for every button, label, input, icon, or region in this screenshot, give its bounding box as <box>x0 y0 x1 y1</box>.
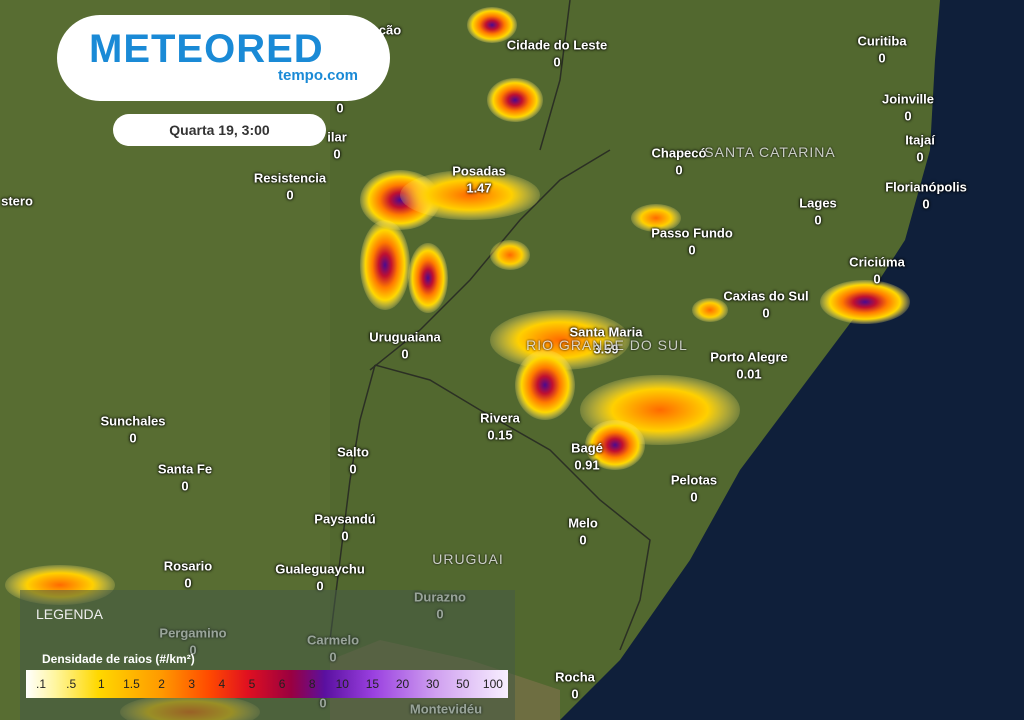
city-value: 0 <box>401 346 409 362</box>
city-value: 3.59 <box>593 341 619 357</box>
logo-site: tempo.com <box>277 67 358 84</box>
scale-label: 10 <box>335 677 349 691</box>
city-value: 0 <box>688 242 696 258</box>
city-value: 0 <box>336 100 344 116</box>
ocean <box>560 0 1024 720</box>
scale-label: 6 <box>278 677 286 691</box>
storm <box>515 350 575 420</box>
region-label: SANTA CATARINA <box>704 144 836 160</box>
city-value: 0.15 <box>487 427 513 443</box>
city-name: Resistencia <box>253 170 327 186</box>
city-value: 0 <box>916 149 924 165</box>
storm <box>490 310 630 370</box>
city-name: Melo <box>568 515 598 531</box>
city-name: Santa Maria <box>569 324 643 340</box>
borders <box>329 0 651 651</box>
city-name: Caxias do Sul <box>723 288 809 304</box>
storm <box>360 220 410 310</box>
city-name: Criciúma <box>849 254 905 270</box>
city-value: 0 <box>333 146 341 162</box>
city-name: Florianópolis <box>885 179 967 195</box>
date-badge: Quarta 19, 3:00 <box>113 114 326 146</box>
storm <box>400 170 540 220</box>
city-name: Rocha <box>555 669 595 685</box>
storm <box>408 243 448 313</box>
legend-title: LEGENDA <box>36 606 103 622</box>
city-name: ção <box>378 22 402 38</box>
storm <box>820 280 910 324</box>
scale-label: .1 <box>36 677 47 691</box>
city-name: Cidade do Leste <box>506 37 608 53</box>
city-value: 0 <box>341 528 349 544</box>
city-value: 0 <box>762 305 770 321</box>
scale-label: 2 <box>158 677 165 691</box>
city-name: Rivera <box>480 410 520 426</box>
city-value: 0 <box>904 108 912 124</box>
storm <box>490 240 530 270</box>
city-name: Pelotas <box>670 472 718 488</box>
scale-label: 20 <box>395 677 410 691</box>
city-name: Paysandú <box>314 511 376 527</box>
region-label: URUGUAI <box>432 551 504 567</box>
scale-label: 100 <box>482 677 503 691</box>
city-value: 0 <box>184 575 192 591</box>
city-name: Lages <box>799 195 837 211</box>
storm <box>631 204 681 232</box>
scale-label: .5 <box>66 677 77 691</box>
city-value: 0 <box>675 162 683 178</box>
city-name: Posadas <box>452 163 506 179</box>
city-name: Gualeguaychu <box>275 561 365 577</box>
scale-label: 3 <box>188 677 196 691</box>
storm <box>585 420 645 470</box>
legend: LEGENDA Densidade de raios (#/km²) .1 .5 1… <box>20 590 515 720</box>
city-value: 0 <box>553 54 561 70</box>
city-value: 0 <box>316 578 324 594</box>
city-name: Itajaí <box>905 132 935 148</box>
city-name: Porto Alegre <box>710 349 788 365</box>
city-name: ilar <box>327 129 347 145</box>
scale-label: 50 <box>456 677 470 691</box>
scale-label: 4 <box>218 677 226 691</box>
city-value: 0 <box>349 461 357 477</box>
city-value: 0 <box>814 212 822 228</box>
city-value: 0 <box>690 489 698 505</box>
city-value: 1.47 <box>466 180 492 196</box>
city-name: Passo Fundo <box>651 225 733 241</box>
scale-label: 30 <box>426 677 440 691</box>
city-name: Uruguaiana <box>369 329 441 345</box>
city-value: 0 <box>922 196 930 212</box>
city-value: 0 <box>571 686 579 702</box>
scale-label: 1.5 <box>123 677 140 691</box>
logo[interactable]: METEORED tempo.com <box>57 15 390 101</box>
city-value: 0 <box>878 50 886 66</box>
legend-subtitle: Densidade de raios (#/km²) <box>42 652 195 666</box>
city-name: Joinville <box>881 91 935 107</box>
city-value: 0.91 <box>574 457 600 473</box>
city-name: stero <box>1 193 33 209</box>
scale-label: 5 <box>248 677 256 691</box>
city-value: 0 <box>286 187 294 203</box>
storm <box>487 78 543 122</box>
city-value: 0.01 <box>736 366 762 382</box>
city-name: Curitiba <box>857 33 907 49</box>
city-name: Chapecó <box>651 145 707 161</box>
region-label: RIO GRANDE DO SUL <box>526 337 688 353</box>
storm <box>692 298 728 322</box>
city-name: Sunchales <box>100 413 166 429</box>
scale-label: 15 <box>365 677 380 691</box>
city-name: Bagé <box>571 440 603 456</box>
city-name: Rosario <box>163 558 213 574</box>
city-value: 0 <box>873 271 881 287</box>
storm <box>467 7 517 43</box>
city-name: Salto <box>337 444 369 460</box>
legend-scale: .1 .5 1 1.5 2 3 4 5 6 8 10 15 20 30 50 100 <box>26 670 508 698</box>
logo-brand: METEORED <box>89 27 324 71</box>
scale-label: 1 <box>97 677 105 691</box>
city-value: 0 <box>579 532 587 548</box>
city-value: 0 <box>181 478 189 494</box>
city-name: Santa Fe <box>157 461 213 477</box>
city-value: 0 <box>129 430 137 446</box>
scale-label: 8 <box>308 677 316 691</box>
